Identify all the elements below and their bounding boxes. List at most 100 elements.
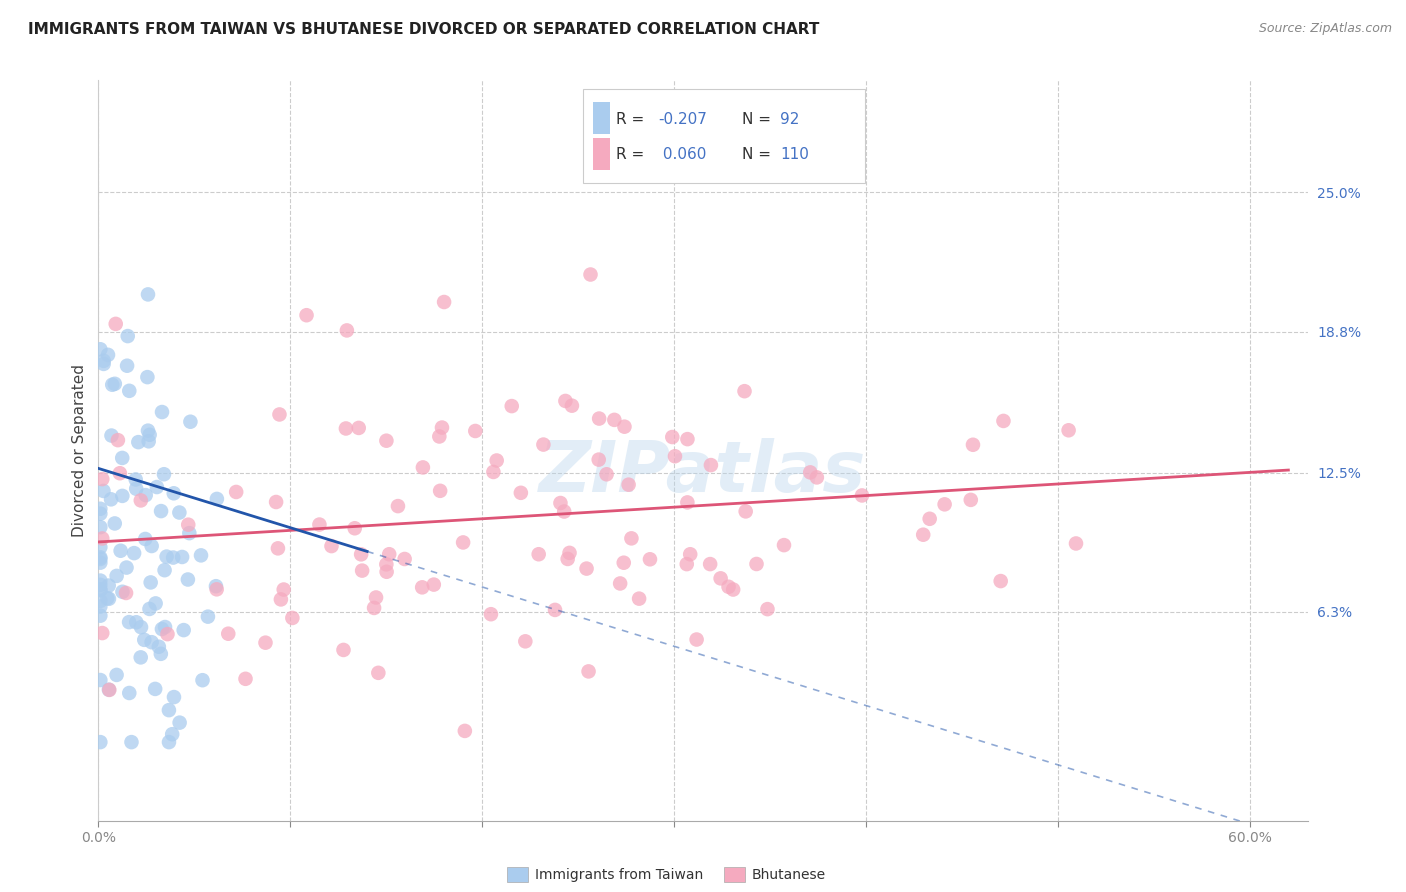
Point (454, 723, 477, 738)
Legend: Immigrants from Taiwan, Bhutanese: Immigrants from Taiwan, Bhutanese (502, 862, 832, 888)
Point (575, 561, 598, 575)
Point (89, 673, 111, 687)
Point (554, 394, 576, 409)
Point (96, 591, 118, 606)
Point (352, 564, 374, 578)
Point (191, 673, 214, 688)
Point (269, 408, 291, 422)
Point (479, 607, 502, 622)
Point (136, 287, 159, 301)
Point (295, 308, 318, 322)
Point (97, 682, 120, 697)
Point (139, 575, 162, 590)
Point (254, 635, 277, 649)
Point (177, 517, 200, 532)
Point (156, 627, 179, 641)
Point (482, 465, 505, 479)
Point (918, 512, 941, 526)
Point (531, 437, 554, 451)
Point (336, 323, 359, 337)
Point (93, 357, 115, 371)
Point (745, 557, 768, 571)
Point (115, 586, 138, 600)
Point (153, 467, 176, 482)
Point (89, 501, 111, 516)
Point (129, 650, 152, 665)
Point (177, 573, 200, 587)
Point (197, 609, 219, 624)
Point (675, 557, 697, 571)
Point (101, 377, 124, 392)
Point (143, 681, 166, 696)
Point (375, 434, 398, 448)
Point (427, 429, 450, 443)
Point (394, 552, 416, 566)
Point (561, 399, 583, 413)
Text: R =: R = (616, 147, 650, 162)
Point (721, 582, 744, 597)
Point (111, 584, 134, 599)
Point (553, 504, 575, 518)
Point (173, 623, 195, 637)
Point (617, 477, 640, 491)
Point (205, 579, 228, 593)
Point (104, 376, 127, 391)
Point (429, 483, 451, 498)
Point (89, 599, 111, 614)
Point (89, 608, 111, 623)
Point (150, 504, 173, 518)
Point (135, 488, 157, 502)
Point (157, 703, 180, 717)
Point (806, 470, 828, 484)
Point (157, 735, 180, 749)
Point (153, 563, 176, 577)
Point (270, 592, 292, 607)
Point (613, 419, 636, 434)
Point (98, 682, 121, 697)
Point (127, 435, 149, 450)
Point (378, 547, 401, 561)
Point (375, 558, 398, 572)
Point (595, 467, 617, 482)
Point (115, 560, 138, 574)
Point (350, 547, 373, 561)
Point (411, 580, 433, 594)
Point (91, 532, 114, 546)
Point (321, 539, 343, 553)
Point (107, 433, 129, 447)
Point (225, 485, 247, 500)
Text: N =: N = (742, 147, 776, 162)
Point (141, 539, 163, 553)
Point (734, 504, 756, 518)
Point (89, 540, 111, 554)
Point (501, 399, 523, 413)
Text: IMMIGRANTS FROM TAIWAN VS BHUTANESE DIVORCED OR SEPARATED CORRELATION CHART: IMMIGRANTS FROM TAIWAN VS BHUTANESE DIVO… (28, 22, 820, 37)
Point (122, 546, 145, 560)
Point (125, 482, 148, 496)
Point (423, 577, 446, 591)
Point (485, 453, 508, 467)
Y-axis label: Divorced or Separated: Divorced or Separated (72, 364, 87, 537)
Point (111, 450, 134, 465)
Point (679, 547, 702, 561)
Point (375, 565, 398, 579)
Point (620, 532, 643, 546)
Point (235, 672, 257, 686)
Point (89, 552, 111, 566)
Point (89, 583, 111, 598)
Point (117, 329, 139, 343)
Point (89, 578, 111, 592)
Point (129, 620, 152, 634)
Point (990, 574, 1012, 588)
Point (97, 578, 120, 592)
Point (160, 727, 183, 741)
Point (115, 359, 138, 373)
Point (110, 543, 132, 558)
Point (91, 626, 114, 640)
Point (190, 549, 212, 563)
Point (141, 635, 163, 649)
Point (89, 735, 111, 749)
Point (799, 466, 821, 480)
Point (146, 480, 169, 494)
Point (93, 483, 115, 498)
